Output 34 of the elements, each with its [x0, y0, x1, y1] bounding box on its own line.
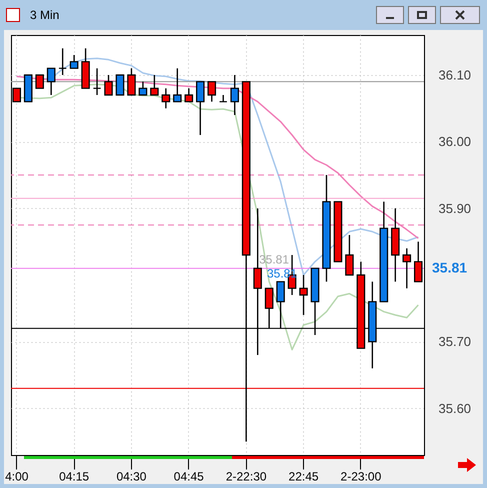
x-tick-label: 22:45	[288, 470, 319, 484]
x-tick-label: 2-22:30	[226, 470, 267, 484]
x-tick-label: 04:45	[174, 470, 204, 484]
candlestick	[402, 248, 412, 289]
candlestick	[196, 81, 205, 136]
candlestick	[218, 94, 228, 102]
candlestick	[138, 81, 148, 96]
y-tick-label: 36.10	[438, 68, 472, 82]
candlestick	[58, 48, 67, 76]
chart-title: 3 Min	[30, 8, 60, 22]
candlestick	[127, 68, 136, 96]
candlestick	[345, 234, 354, 276]
candlestick	[116, 74, 124, 96]
candlestick	[207, 81, 216, 102]
candlestick	[150, 74, 159, 96]
candlestick	[104, 74, 113, 96]
y-tick-label: 35.70	[438, 334, 472, 350]
x-tick-label: 04:30	[116, 470, 147, 484]
candlestick	[184, 88, 194, 102]
candlestick	[92, 68, 102, 96]
ref-line-label: 35.81	[432, 259, 468, 276]
candlestick	[46, 68, 56, 96]
x-tick-label: 04:15	[59, 470, 90, 484]
candlestick	[230, 74, 239, 116]
x-tick-label: 4:00	[5, 470, 29, 484]
candlestick	[70, 54, 78, 69]
candlestick	[173, 68, 182, 102]
y-tick-label: 35.60	[438, 400, 472, 416]
candlestick	[299, 274, 308, 316]
y-tick-label: 35.90	[438, 200, 472, 216]
candlestick	[162, 88, 170, 109]
candlestick	[35, 74, 44, 89]
y-tick-label: 36.00	[438, 134, 472, 150]
x-tick-label: 2-23:00	[340, 470, 382, 484]
